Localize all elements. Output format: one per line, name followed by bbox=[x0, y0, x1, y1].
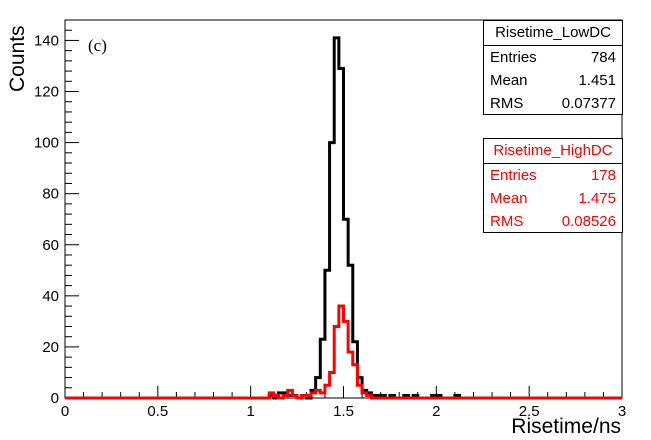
stats-box-highdc: Risetime_HighDC Entries 178 Mean 1.475 RMS… bbox=[483, 138, 623, 233]
x-tick-label: 3 bbox=[618, 403, 626, 420]
stats-value: 0.08526 bbox=[561, 213, 616, 230]
x-axis-label: Risetime/ns bbox=[511, 415, 621, 438]
stats-box-title: Risetime_HighDC bbox=[484, 139, 622, 164]
stats-row-entries: Entries 178 bbox=[484, 164, 622, 187]
panel-label: (c) bbox=[88, 36, 107, 55]
y-tick-label: 40 bbox=[42, 288, 59, 305]
y-tick-label: 0 bbox=[51, 390, 59, 407]
series-highdc bbox=[65, 304, 622, 400]
stats-row-mean: Mean 1.451 bbox=[484, 69, 622, 92]
stats-row-mean: Mean 1.475 bbox=[484, 187, 622, 210]
stats-label: Mean bbox=[490, 190, 528, 207]
stats-label: RMS bbox=[490, 213, 524, 230]
y-tick-label: 80 bbox=[42, 186, 59, 203]
series-group bbox=[65, 36, 622, 400]
y-tick-label: 20 bbox=[42, 339, 59, 356]
stats-label: Entries bbox=[490, 167, 537, 184]
y-tick-label: 100 bbox=[34, 135, 59, 152]
x-tick-label: 0 bbox=[61, 403, 69, 420]
y-tick-label: 60 bbox=[42, 237, 59, 254]
histogram-line bbox=[65, 304, 622, 400]
stats-box-title: Risetime_LowDC bbox=[484, 21, 622, 46]
stats-value: 0.07377 bbox=[561, 95, 616, 112]
stats-value: 1.475 bbox=[578, 190, 616, 207]
x-tick-label: 0.5 bbox=[147, 403, 168, 420]
y-tick-label: 140 bbox=[34, 32, 59, 49]
stats-label: RMS bbox=[490, 95, 524, 112]
x-tick-label: 2 bbox=[432, 403, 440, 420]
stats-value: 178 bbox=[590, 167, 616, 184]
stats-value: 784 bbox=[590, 49, 616, 66]
stats-row-rms: RMS 0.08526 bbox=[484, 210, 622, 233]
x-tick-label: 1.5 bbox=[333, 403, 354, 420]
x-tick-label: 1 bbox=[246, 403, 254, 420]
stats-row-rms: RMS 0.07377 bbox=[484, 92, 622, 115]
y-axis-label: Counts bbox=[6, 25, 29, 92]
stats-label: Mean bbox=[490, 72, 528, 89]
stats-box-lowdc: Risetime_LowDC Entries 784 Mean 1.451 RMS 0… bbox=[483, 20, 623, 115]
stats-label: Entries bbox=[490, 49, 537, 66]
stats-row-entries: Entries 784 bbox=[484, 46, 622, 69]
x-tick-label: 2.5 bbox=[519, 403, 540, 420]
stats-value: 1.451 bbox=[578, 72, 616, 89]
y-tick-label: 120 bbox=[34, 84, 59, 101]
